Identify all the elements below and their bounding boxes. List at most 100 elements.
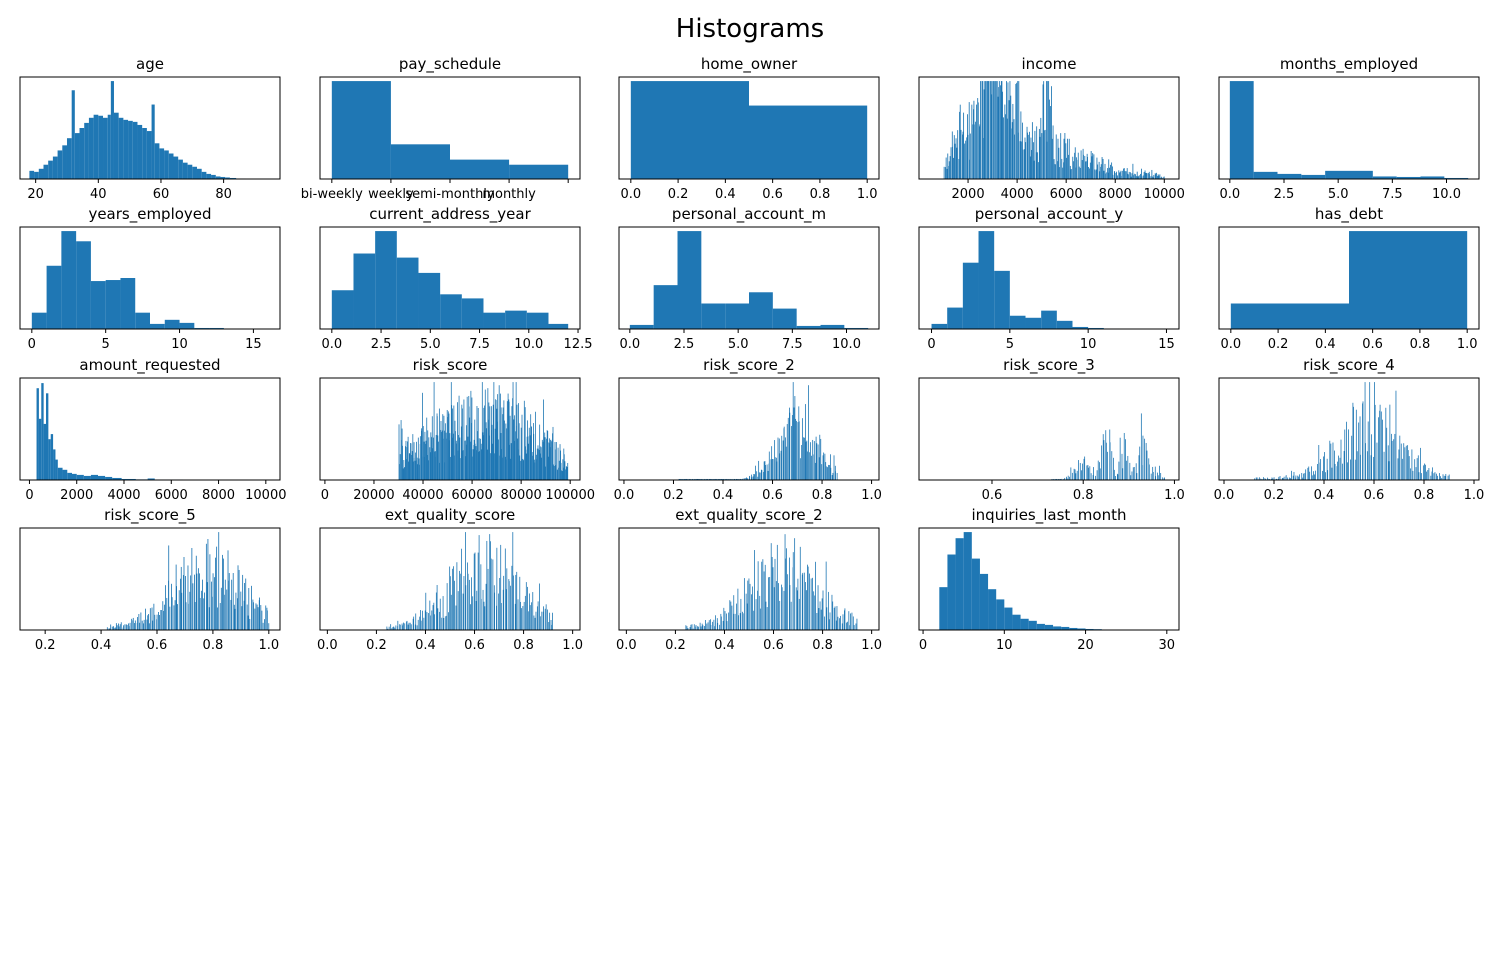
- histogram-bar: [512, 398, 514, 480]
- histogram-bar: [1067, 138, 1068, 179]
- histogram-bar: [61, 231, 77, 329]
- histogram-bar: [1091, 156, 1093, 179]
- histogram-bar: [1386, 427, 1388, 480]
- histogram-bar: [46, 265, 62, 329]
- x-tick-label: 0.8: [203, 638, 224, 653]
- histogram-bar: [1093, 467, 1094, 480]
- histogram-bar: [819, 601, 821, 630]
- histogram-bar: [254, 608, 256, 630]
- histogram-bar: [1053, 159, 1055, 179]
- histogram-bar: [1063, 138, 1065, 179]
- histogram-bar: [746, 477, 747, 480]
- histogram-bar: [1016, 82, 1018, 179]
- histogram-bar: [678, 478, 680, 480]
- histogram-bar: [826, 607, 828, 630]
- histogram-bar: [487, 568, 489, 630]
- histogram-bar: [1050, 106, 1052, 179]
- histogram-bar: [971, 104, 973, 179]
- histogram-bar: [513, 419, 515, 480]
- histogram-bar: [761, 470, 763, 480]
- histogram-bar: [1025, 317, 1042, 329]
- histogram-bar: [396, 257, 419, 329]
- histogram-bar: [178, 159, 183, 179]
- histogram-bar: [496, 547, 498, 630]
- histogram-bar: [1083, 154, 1084, 179]
- histogram-bar: [1338, 455, 1339, 480]
- histogram-bar: [764, 564, 766, 630]
- histogram-bar: [472, 449, 474, 480]
- histogram-bar: [494, 453, 495, 480]
- histogram-bar: [1044, 624, 1054, 630]
- histogram-bar: [489, 406, 491, 480]
- histogram-bar: [781, 435, 783, 480]
- histogram-bar: [515, 425, 517, 480]
- histogram-bar: [388, 626, 390, 630]
- histogram-bar: [199, 597, 201, 630]
- histogram-bar: [111, 626, 113, 630]
- histogram-bar: [442, 438, 444, 480]
- histogram-bar: [984, 81, 986, 179]
- histogram-bar: [1273, 477, 1275, 480]
- histogram-bar: [1119, 437, 1121, 480]
- histogram-bar: [1277, 173, 1302, 179]
- histogram-bar: [827, 467, 828, 480]
- histogram-bar: [233, 604, 235, 630]
- histogram-bar: [953, 135, 955, 179]
- histogram-bar: [1090, 151, 1092, 179]
- histogram-bar: [978, 231, 995, 329]
- histogram-bar: [1348, 429, 1349, 480]
- histogram-bar: [1265, 478, 1267, 480]
- histogram-bar: [785, 437, 786, 480]
- histogram-bar: [968, 102, 970, 179]
- histogram-bar: [1343, 451, 1345, 480]
- histogram-bar: [1071, 472, 1073, 480]
- histogram-bar: [154, 143, 160, 179]
- histogram-bar: [726, 478, 727, 480]
- histogram-bar: [386, 626, 388, 630]
- histogram-bar: [1104, 173, 1106, 179]
- histogram-bar: [252, 599, 254, 630]
- histogram-bar: [409, 453, 411, 480]
- histogram-bar: [433, 602, 435, 630]
- histogram-bar: [142, 128, 147, 179]
- histogram-bar: [706, 623, 708, 630]
- x-tick-label: 0.2: [1264, 488, 1285, 503]
- histogram-bar: [1017, 81, 1019, 179]
- histogram-bar: [1414, 459, 1416, 480]
- histogram-bar: [749, 105, 868, 179]
- histogram-bar: [1376, 442, 1378, 480]
- histogram-bar: [469, 417, 471, 480]
- histogram-bar: [132, 617, 134, 630]
- histogram-bar: [240, 591, 242, 630]
- histogram-bar: [1129, 172, 1131, 179]
- histogram-bar: [566, 467, 568, 480]
- histogram-bar: [772, 458, 773, 480]
- histogram-bar: [217, 607, 218, 630]
- histogram-bar: [722, 620, 724, 630]
- histogram-bar: [62, 469, 68, 480]
- histogram-bar: [1447, 475, 1449, 480]
- histogram-bar: [128, 120, 133, 179]
- histogram-bar: [475, 600, 477, 630]
- histogram-bar: [480, 564, 482, 630]
- histogram-bar: [997, 96, 999, 179]
- histogram-bar: [813, 441, 815, 480]
- histogram-bar: [499, 455, 500, 480]
- histogram-bar: [128, 626, 130, 630]
- histogram-bar: [537, 601, 539, 630]
- histogram-bar: [1281, 477, 1283, 480]
- histogram-bar: [1145, 442, 1147, 480]
- histogram-bar: [1382, 419, 1383, 480]
- histogram-bar: [1073, 161, 1074, 179]
- histogram-bar: [437, 435, 439, 480]
- histogram-bar: [695, 478, 697, 480]
- histogram-bar: [441, 617, 443, 630]
- histogram-bar: [1129, 462, 1131, 480]
- histogram-bar: [707, 622, 709, 630]
- histogram-bar: [1110, 164, 1111, 179]
- histogram-bar: [1034, 130, 1036, 179]
- axes-frame: [618, 377, 880, 481]
- histogram-bar: [1391, 433, 1392, 480]
- histogram-bar: [520, 427, 522, 480]
- histogram-bar: [1088, 327, 1104, 329]
